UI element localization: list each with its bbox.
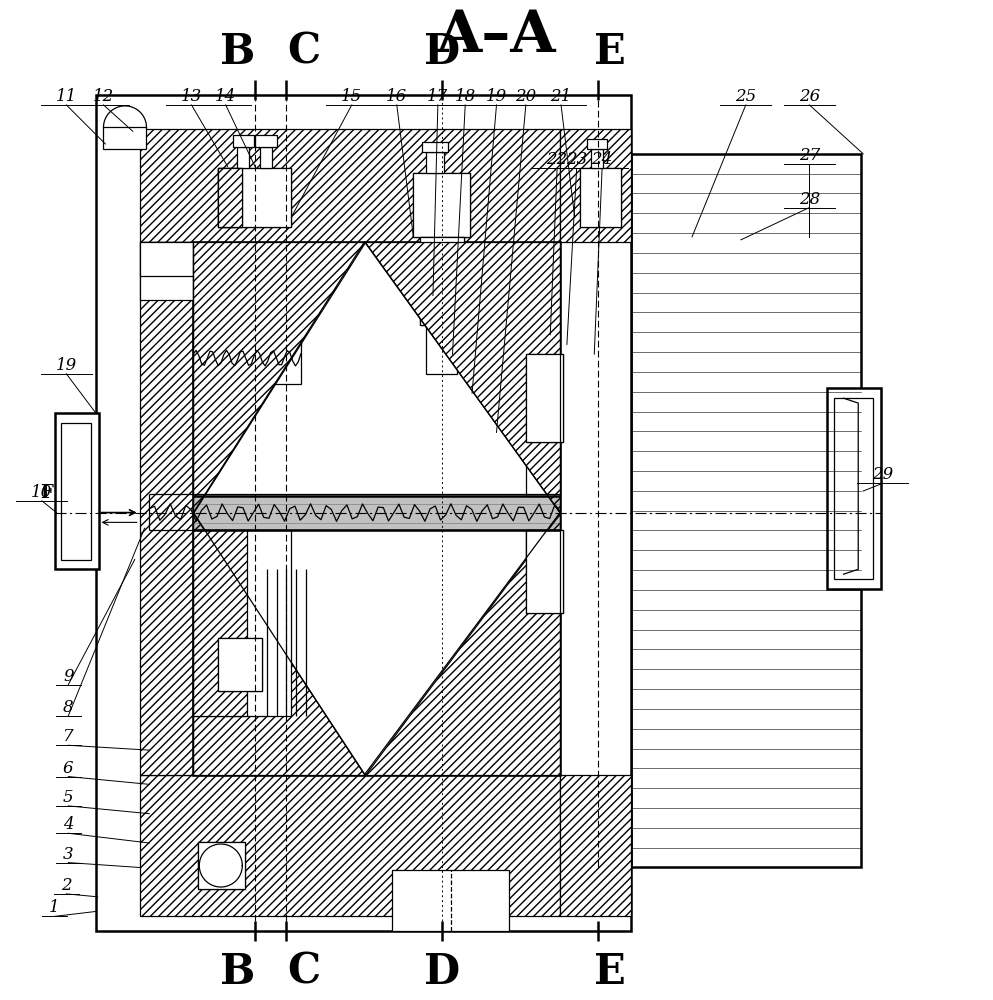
Text: 10: 10: [31, 484, 53, 501]
Text: 29: 29: [872, 466, 894, 483]
Polygon shape: [526, 530, 560, 628]
Polygon shape: [255, 135, 276, 147]
Polygon shape: [217, 638, 262, 691]
Polygon shape: [413, 173, 470, 237]
Polygon shape: [140, 129, 560, 242]
Text: E: E: [594, 951, 626, 993]
Text: 15: 15: [342, 88, 362, 105]
Text: D: D: [424, 31, 460, 73]
Text: 9: 9: [63, 668, 73, 685]
Text: 4: 4: [63, 816, 73, 833]
Polygon shape: [588, 139, 607, 149]
Polygon shape: [232, 135, 254, 147]
Text: 6: 6: [63, 760, 73, 777]
Polygon shape: [140, 242, 194, 300]
Text: 21: 21: [550, 88, 572, 105]
Text: 5: 5: [63, 789, 73, 806]
Polygon shape: [426, 325, 458, 374]
Polygon shape: [194, 330, 301, 344]
Polygon shape: [194, 530, 291, 716]
Polygon shape: [827, 388, 881, 589]
Polygon shape: [199, 842, 245, 889]
Text: 24: 24: [592, 151, 613, 168]
Polygon shape: [580, 168, 621, 227]
Polygon shape: [422, 142, 448, 152]
Polygon shape: [194, 330, 257, 384]
Text: B: B: [219, 31, 255, 73]
Text: 2: 2: [61, 877, 71, 894]
Polygon shape: [426, 152, 444, 173]
Polygon shape: [526, 354, 563, 442]
Polygon shape: [526, 530, 563, 613]
Polygon shape: [217, 638, 262, 691]
Polygon shape: [526, 530, 563, 613]
Polygon shape: [103, 127, 147, 149]
Polygon shape: [413, 173, 470, 237]
Text: 20: 20: [515, 88, 536, 105]
Text: 16: 16: [386, 88, 407, 105]
Text: 1: 1: [50, 899, 60, 916]
Polygon shape: [194, 530, 247, 716]
Polygon shape: [217, 168, 242, 227]
Text: 25: 25: [735, 88, 757, 105]
Text: D: D: [424, 951, 460, 993]
Text: 23: 23: [566, 151, 587, 168]
Polygon shape: [392, 870, 509, 931]
Text: 8: 8: [63, 699, 73, 716]
Text: F: F: [41, 484, 54, 502]
Text: 3: 3: [63, 846, 73, 863]
Polygon shape: [526, 354, 563, 442]
Text: E: E: [594, 31, 626, 73]
Polygon shape: [632, 154, 861, 867]
Polygon shape: [194, 242, 560, 775]
Text: 13: 13: [181, 88, 203, 105]
Polygon shape: [217, 168, 291, 227]
Polygon shape: [580, 168, 621, 227]
Polygon shape: [217, 168, 291, 227]
Text: 12: 12: [93, 88, 114, 105]
Polygon shape: [140, 242, 194, 276]
Text: 28: 28: [798, 191, 820, 208]
Polygon shape: [560, 775, 632, 916]
Polygon shape: [55, 413, 98, 569]
Text: 17: 17: [427, 88, 449, 105]
Text: 14: 14: [215, 88, 236, 105]
Text: 11: 11: [56, 88, 76, 105]
Text: 7: 7: [63, 728, 73, 745]
Text: C: C: [287, 951, 321, 993]
Polygon shape: [140, 775, 560, 916]
Polygon shape: [420, 237, 465, 325]
Text: 26: 26: [798, 88, 820, 105]
Polygon shape: [194, 242, 364, 513]
Polygon shape: [217, 168, 242, 227]
Text: B: B: [219, 951, 255, 993]
Text: 18: 18: [455, 88, 476, 105]
Polygon shape: [140, 242, 194, 775]
Polygon shape: [420, 237, 465, 325]
Text: 19: 19: [56, 357, 76, 374]
Text: 19: 19: [486, 88, 507, 105]
Text: 27: 27: [798, 147, 820, 164]
Polygon shape: [592, 149, 603, 168]
Polygon shape: [260, 147, 272, 168]
Polygon shape: [364, 242, 560, 513]
Polygon shape: [560, 129, 632, 242]
Text: A–A: A–A: [437, 8, 556, 64]
Polygon shape: [526, 398, 560, 496]
Text: 22: 22: [546, 151, 568, 168]
Polygon shape: [194, 513, 364, 775]
Polygon shape: [62, 423, 90, 560]
Polygon shape: [194, 330, 301, 384]
Polygon shape: [95, 95, 632, 931]
Polygon shape: [237, 147, 249, 168]
Polygon shape: [199, 842, 245, 889]
Polygon shape: [834, 398, 873, 579]
Polygon shape: [364, 513, 560, 775]
Text: C: C: [287, 31, 321, 73]
